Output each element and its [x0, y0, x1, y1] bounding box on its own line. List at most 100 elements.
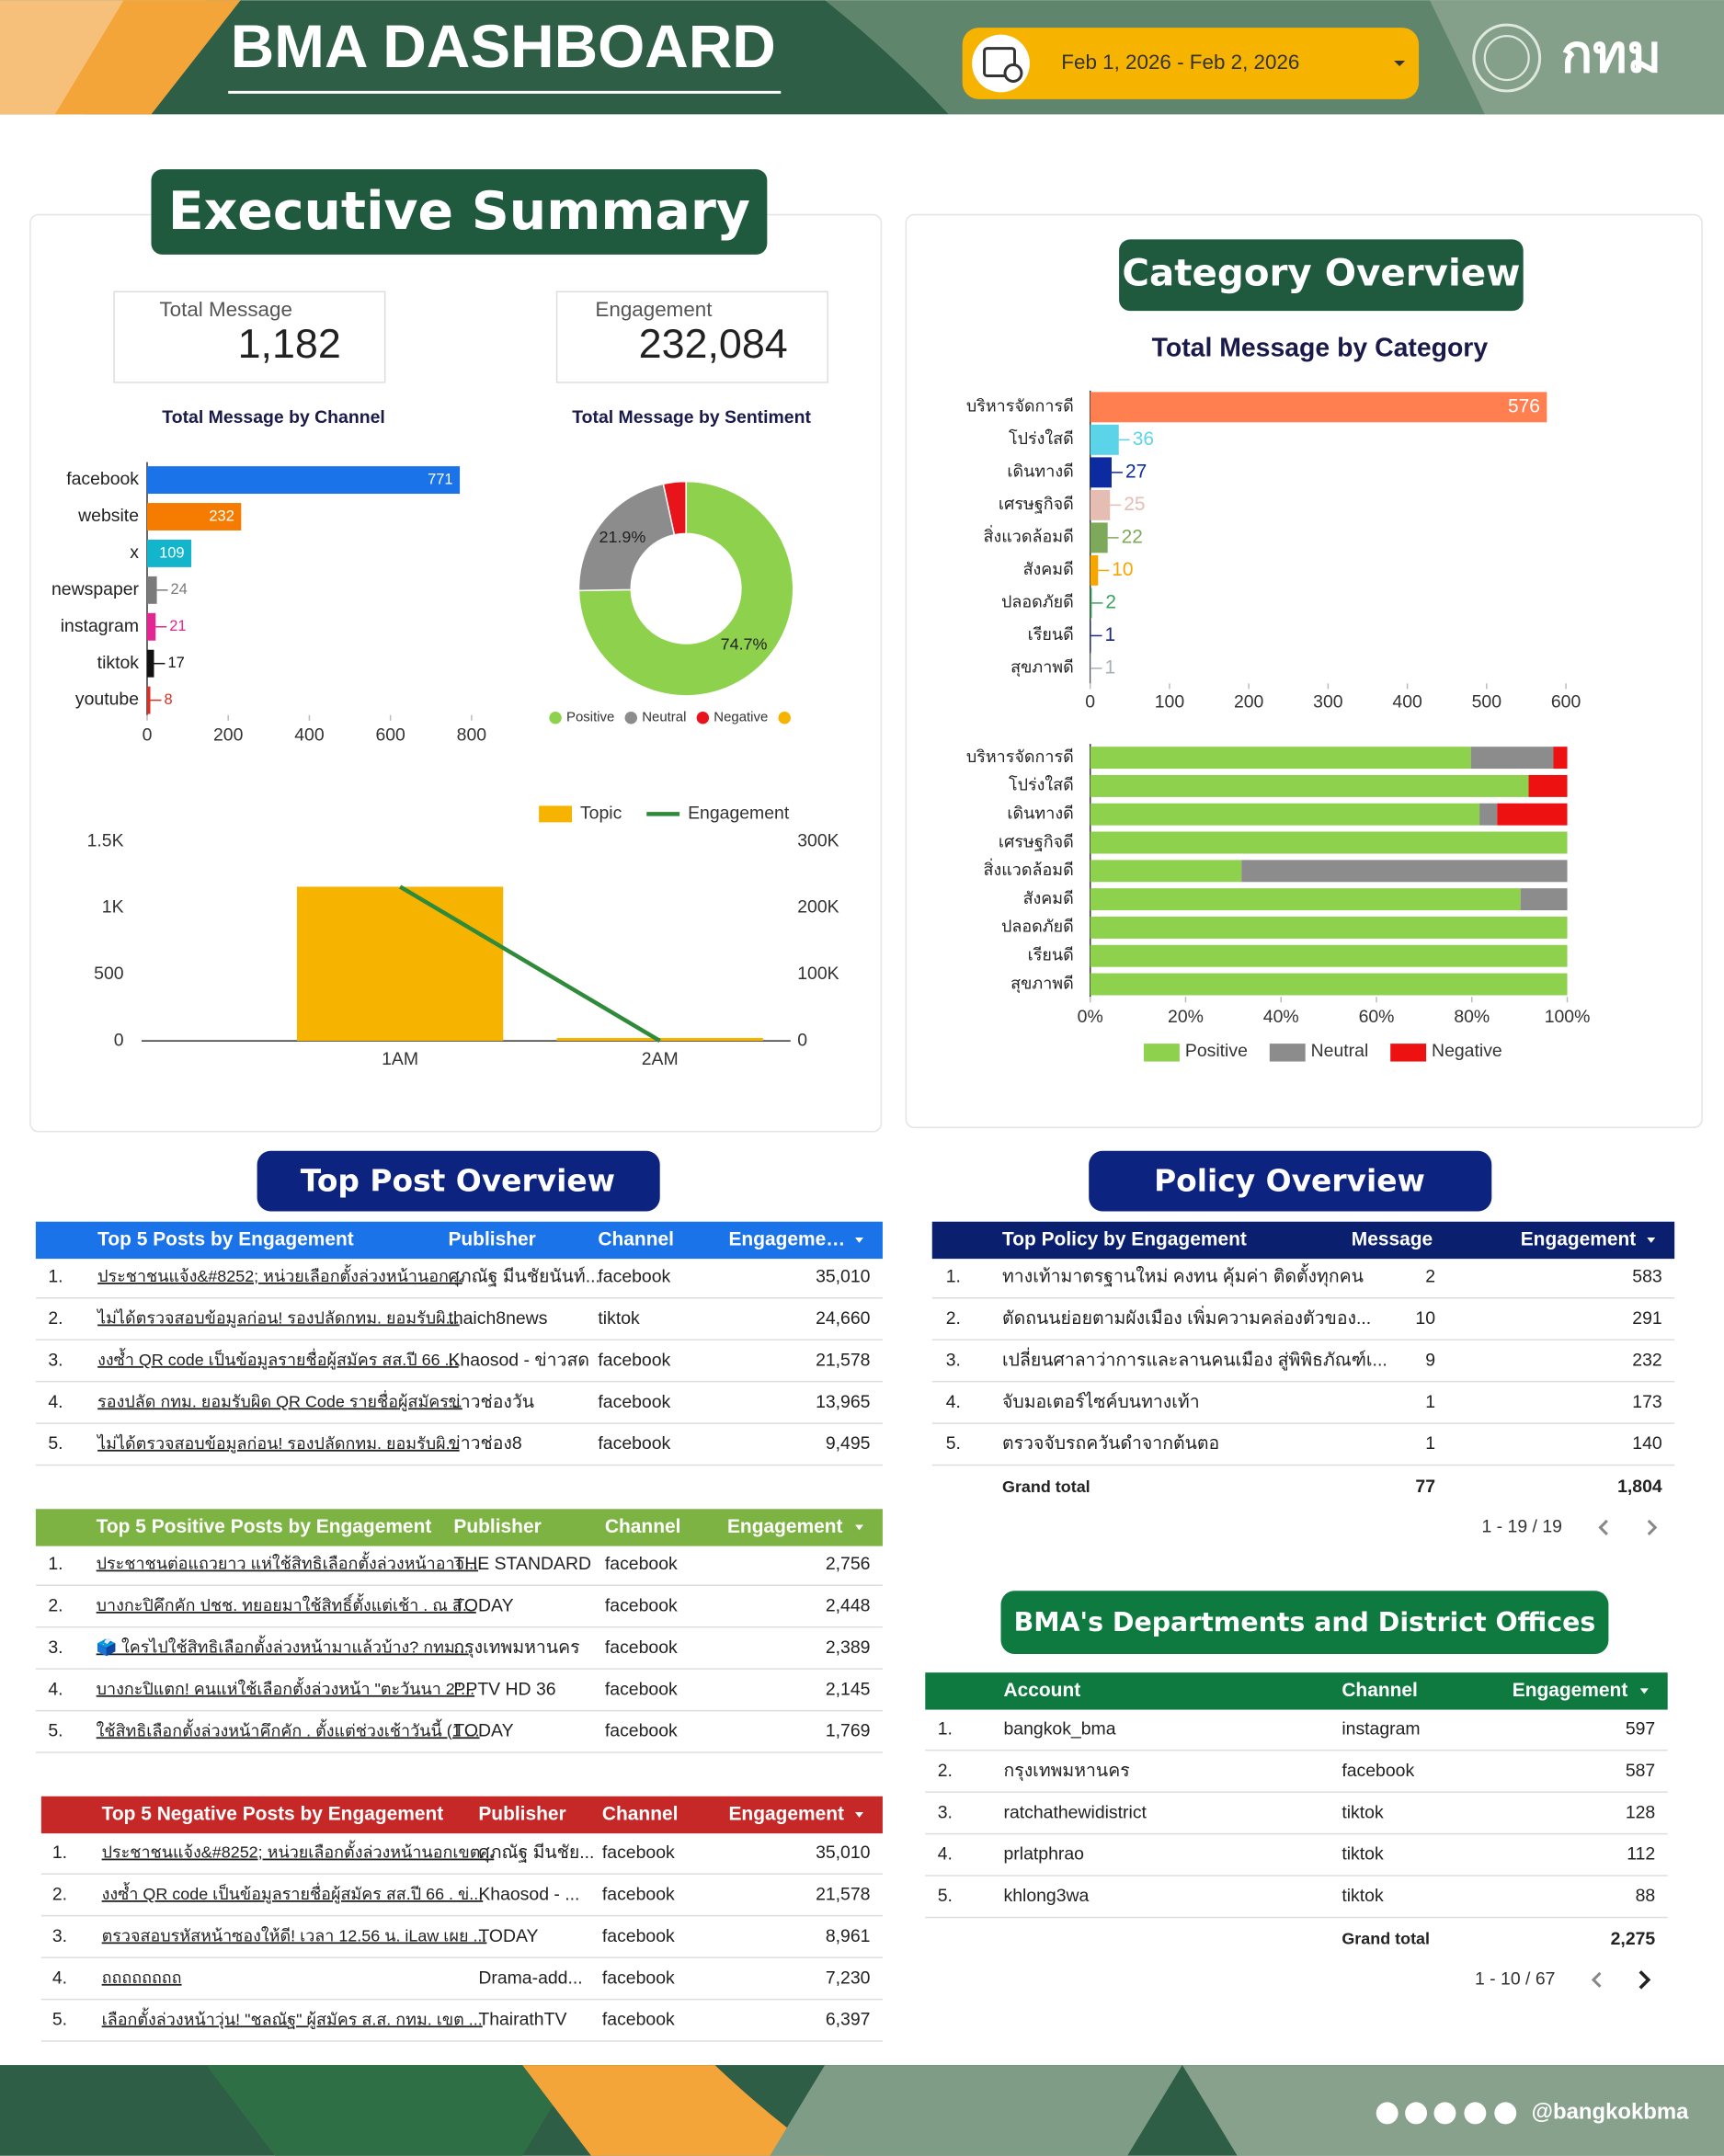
bar	[1090, 554, 1099, 586]
section-badge	[151, 169, 768, 255]
y2-tick-label: 100K	[797, 964, 839, 984]
table-cell: ศุภณัฐ มีนชัยนันท์...	[448, 1265, 599, 1287]
social-icon[interactable]	[1405, 2102, 1428, 2125]
table-cell: ข่าวช่องวัน	[448, 1392, 534, 1412]
kpi-box	[113, 291, 386, 383]
column-header: Publisher	[448, 1228, 535, 1249]
x-tick-label: 500	[1472, 691, 1502, 712]
table-cell: 5.	[938, 1886, 953, 1906]
bar	[1090, 522, 1108, 553]
table-cell: Khaosod - ข่าวสด	[448, 1350, 589, 1370]
value-label: 576	[1508, 395, 1540, 416]
sort-icon	[1647, 1237, 1656, 1243]
category-label: เศรษฐกิจดี	[999, 832, 1074, 851]
kpi-label: Engagement	[595, 298, 713, 321]
date-range[interactable]: Feb 1, 2026 - Feb 2, 2026	[1061, 51, 1299, 74]
table-cell: 2.	[48, 1595, 63, 1615]
table-cell: ประชาชนแจ้ง&#8252; หน่วยเลือกตั้งล่วงหน้…	[97, 1264, 462, 1285]
table-cell: tiktok	[598, 1308, 640, 1329]
table-cell: 3.	[48, 1637, 63, 1658]
table-cell: 13,965	[816, 1392, 870, 1412]
category-label: เดินทางดี	[1007, 804, 1073, 822]
table-cell: 2.	[48, 1308, 63, 1329]
table-cell: facebook	[598, 1392, 670, 1412]
legend-label: Neutral	[1311, 1041, 1369, 1061]
x-tick-label: 400	[1392, 691, 1422, 712]
table-header	[931, 1221, 1675, 1260]
bar-segment	[1090, 916, 1568, 939]
table-cell: 4.	[48, 1392, 63, 1412]
next-page[interactable]	[1638, 1970, 1651, 1990]
social-icon[interactable]	[1376, 2102, 1399, 2125]
table-cell: facebook	[605, 1595, 678, 1615]
column-header: Channel	[605, 1516, 681, 1537]
table-header	[35, 1221, 883, 1260]
bar	[146, 649, 154, 678]
footer-decor	[770, 2065, 1182, 2156]
social-icon[interactable]	[1433, 2102, 1456, 2125]
x-tick-label: 40%	[1263, 1007, 1299, 1027]
date-picker[interactable]	[962, 28, 1420, 99]
table-cell: 1.	[52, 1842, 67, 1863]
section-badge	[1119, 239, 1524, 312]
bar	[146, 503, 242, 530]
table-cell: 4.	[946, 1392, 961, 1412]
kpi-value: 1,182	[238, 320, 341, 367]
legend-label: Positive	[1185, 1041, 1248, 1061]
table-cell: 291	[1632, 1308, 1661, 1329]
bar-segment	[1497, 803, 1568, 826]
category-label: ปลอดภัยดี	[1001, 593, 1074, 611]
category-label: สุขภาพดี	[1010, 658, 1074, 678]
table-cell: เลือกตั้งล่วงหน้าวุ่น! "ชลณัฐ" ผู้สมัคร …	[102, 2007, 483, 2029]
x-tick-label: 200	[213, 724, 244, 745]
bar	[296, 886, 504, 1042]
prev-page[interactable]	[1598, 1519, 1608, 1535]
grand-total: 2,275	[1611, 1929, 1656, 1949]
bar-segment	[1090, 831, 1568, 854]
social-icon[interactable]	[1464, 2102, 1487, 2125]
table-cell: 88	[1636, 1886, 1656, 1906]
table-cell: 3.	[52, 1926, 67, 1946]
legend-swatch	[1144, 1044, 1180, 1062]
table-cell: ทางเท้ามาตรฐานใหม่ คงทน คุ้มค่า ติดตั้งท…	[1002, 1262, 1364, 1287]
table-cell: 587	[1626, 1761, 1655, 1781]
table-cell: bangkok_bma	[1004, 1718, 1116, 1739]
table-cell: 6,397	[826, 2010, 871, 2030]
category-label: tiktok	[97, 653, 140, 673]
table-cell: facebook	[602, 1926, 675, 1946]
table-cell: งงซ้ำ QR code เป็นข้อมูลรายชื่อผู้สมัคร …	[97, 1348, 458, 1370]
table-cell: 9	[1425, 1350, 1435, 1370]
table-cell: 🗳️ ใครไปใช้สิทธิเลือกตั้งล่วงหน้ามาแล้วบ…	[97, 1635, 469, 1656]
table-cell: 1.	[48, 1554, 63, 1574]
table-cell: 4.	[52, 1968, 67, 1988]
bar-segment	[1528, 774, 1568, 797]
legend-swatch	[539, 805, 573, 823]
bar	[146, 576, 157, 604]
table-cell: thaich8news	[448, 1308, 547, 1329]
section-title: Top Post Overview	[301, 1163, 615, 1199]
social-icon[interactable]	[1494, 2102, 1517, 2125]
table-cell: 4.	[48, 1679, 63, 1699]
next-page[interactable]	[1647, 1519, 1658, 1535]
dropdown-arrow	[1394, 61, 1406, 67]
category-label: x	[130, 542, 139, 563]
bar-segment	[1553, 747, 1568, 770]
table-cell: 5.	[946, 1433, 961, 1454]
prev-page[interactable]	[1591, 1971, 1602, 1988]
bar-segment	[1090, 888, 1521, 911]
x-tick-label: 1AM	[382, 1049, 418, 1069]
table-cell: ThairathTV	[478, 2010, 566, 2030]
pagination: 1 - 19 / 19	[1481, 1517, 1561, 1537]
logo-text: กทม	[1561, 26, 1661, 84]
table-cell: 5.	[48, 1721, 63, 1741]
sort-icon	[855, 1811, 863, 1818]
section-badge	[1000, 1591, 1609, 1654]
bar	[146, 466, 461, 495]
category-label: บริหารจัดการดี	[966, 397, 1074, 416]
column-header: Top 5 Posts by Engagement	[97, 1228, 354, 1249]
value-label: 24	[171, 581, 188, 598]
column-header: Engageme…	[728, 1228, 845, 1249]
calendar-icon	[972, 34, 1030, 93]
table-cell: facebook	[605, 1721, 678, 1741]
x-tick-label: 100	[1155, 691, 1185, 712]
